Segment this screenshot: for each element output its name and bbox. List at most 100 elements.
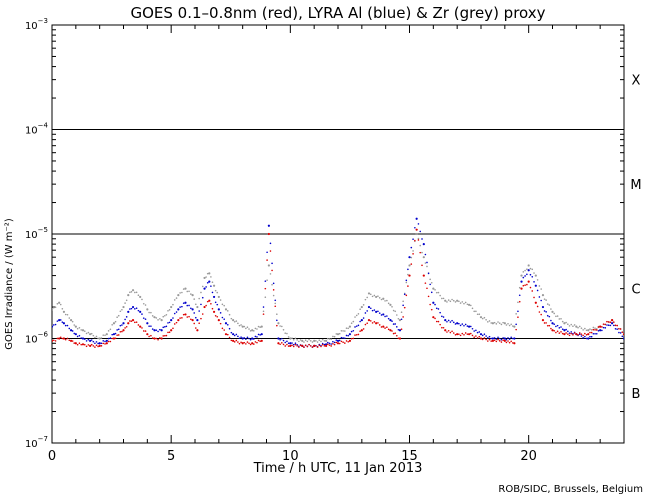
trace-dot-zr: [219, 299, 222, 301]
trace-dot-goes: [507, 340, 509, 342]
trace-dot-zr: [159, 317, 161, 320]
trace-dot-al: [529, 273, 532, 276]
trace-dot-al: [296, 343, 298, 346]
trace-dot-al: [87, 338, 90, 341]
trace-dot-goes: [350, 337, 353, 340]
data-point-al: [241, 337, 244, 340]
trace-dot-zr: [303, 341, 305, 343]
x-axis-label: Time / h UTC, 11 Jan 2013: [253, 461, 423, 476]
trace-dot-zr: [387, 302, 390, 305]
trace-dot-zr: [405, 281, 408, 284]
data-point-goes: [153, 337, 156, 340]
trace-dot-goes: [262, 313, 265, 315]
trace-dot-al: [276, 319, 278, 322]
trace-dot-al: [476, 331, 479, 334]
trace-dot-zr: [429, 278, 431, 281]
trace-dot-goes: [500, 341, 503, 343]
trace-dot-zr: [284, 332, 287, 334]
trace-dot-al: [392, 323, 395, 325]
trace-dot-al: [621, 335, 624, 338]
data-point-zr: [217, 295, 220, 299]
trace-dot-zr: [437, 291, 440, 294]
trace-dot-goes: [612, 321, 615, 323]
trace-dot-zr: [109, 328, 112, 331]
trace-dot-goes: [219, 322, 222, 325]
trace-dot-goes: [618, 327, 620, 330]
trace-dot-al: [284, 341, 287, 344]
trace-dot-goes: [614, 324, 617, 327]
trace-dot-goes: [326, 343, 329, 346]
trace-dot-zr: [447, 299, 450, 301]
trace-dot-goes: [604, 323, 607, 326]
trace-dot-zr: [540, 288, 542, 290]
data-point-zr: [170, 305, 173, 309]
data-point-al: [551, 322, 554, 325]
trace-dot-zr: [594, 327, 596, 329]
data-point-goes: [122, 329, 125, 332]
trace-dot-al: [560, 326, 562, 328]
trace-dot-al: [510, 336, 512, 339]
trace-dot-goes: [511, 342, 514, 344]
data-point-zr: [534, 274, 537, 277]
trace-dot-al: [344, 337, 346, 340]
trace-dot-zr: [95, 335, 98, 338]
trace-dot-goes: [117, 334, 120, 336]
data-point-zr: [177, 294, 180, 297]
data-point-al: [217, 308, 220, 311]
trace-dot-zr: [254, 327, 257, 330]
trace-dot-zr: [315, 340, 317, 342]
trace-dot-goes: [621, 331, 624, 333]
data-point-goes: [599, 325, 602, 328]
data-point-goes: [81, 343, 85, 346]
trace-dot-goes: [403, 306, 406, 309]
trace-dot-goes: [402, 316, 404, 318]
data-point-zr: [139, 295, 142, 299]
data-point-goes: [232, 339, 235, 342]
trace-dot-goes: [309, 345, 312, 347]
trace-dot-goes: [471, 334, 474, 337]
trace-dot-al: [221, 316, 224, 319]
trace-dot-zr: [271, 283, 273, 286]
trace-dot-al: [223, 318, 225, 320]
trace-dot-zr: [308, 338, 310, 341]
trace-dot-zr: [54, 306, 57, 309]
trace-dot-zr: [533, 272, 535, 274]
data-point-zr: [375, 295, 378, 299]
trace-dot-goes: [172, 327, 174, 330]
trace-dot-goes: [505, 341, 508, 344]
trace-dot-zr: [269, 273, 272, 275]
trace-dot-goes: [201, 313, 204, 315]
trace-dot-goes: [357, 333, 360, 336]
data-point-zr: [232, 318, 235, 322]
trace-dot-goes: [434, 317, 436, 320]
trace-dot-goes: [157, 338, 159, 341]
trace-dot-al: [458, 322, 460, 325]
trace-dot-zr: [181, 291, 183, 294]
data-point-al: [610, 322, 614, 325]
data-point-al: [127, 310, 130, 313]
trace-dot-zr: [463, 302, 465, 305]
trace-dot-zr: [279, 325, 281, 327]
trace-dot-goes: [144, 330, 147, 332]
trace-dot-al: [200, 303, 202, 306]
trace-dot-al: [254, 335, 257, 338]
trace-dot-goes: [419, 251, 422, 254]
trace-dot-goes: [129, 320, 131, 322]
data-point-al: [289, 342, 292, 345]
trace-dot-al: [609, 324, 612, 327]
trace-dot-al: [206, 281, 209, 284]
trace-dot-al: [397, 328, 400, 331]
trace-dot-al: [437, 308, 440, 310]
trace-dot-zr: [94, 336, 96, 339]
trace-dot-zr: [478, 313, 481, 316]
trace-dot-al: [531, 275, 534, 278]
trace-dot-goes: [392, 332, 395, 335]
data-point-goes: [456, 333, 459, 336]
data-point-al: [422, 243, 425, 246]
trace-dot-goes: [56, 337, 59, 340]
trace-dot-al: [604, 327, 607, 329]
data-point-goes: [131, 318, 135, 322]
trace-dot-al: [582, 337, 584, 339]
data-point-al: [444, 318, 447, 322]
trace-dot-goes: [59, 336, 62, 339]
